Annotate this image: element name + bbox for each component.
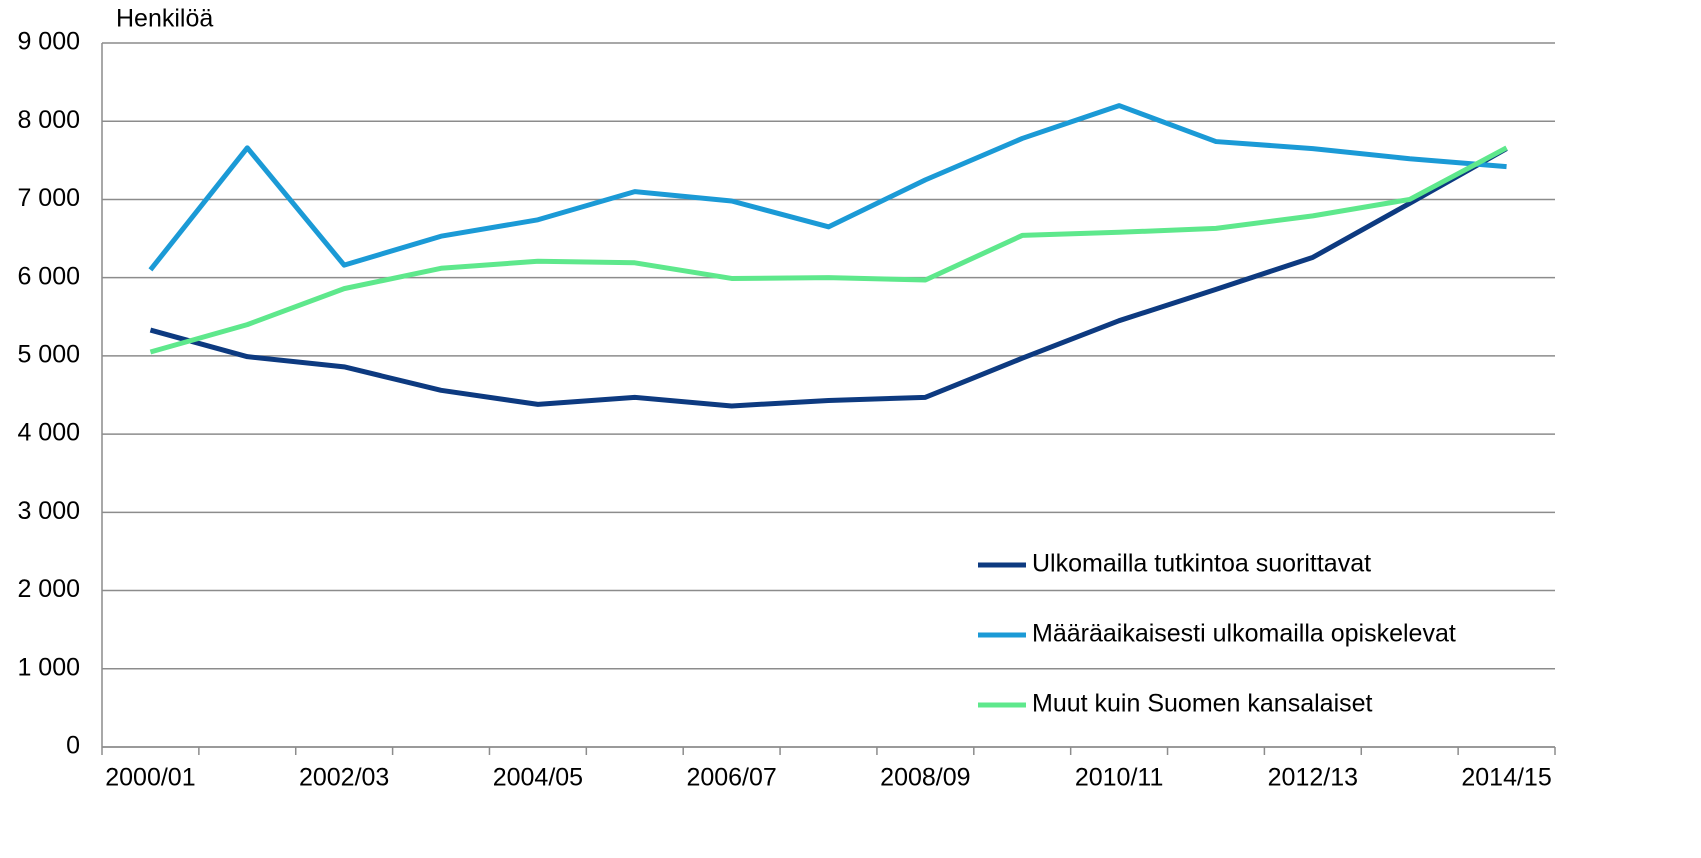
x-tick-label: 2000/01	[105, 764, 195, 792]
x-tick-label: 2014/15	[1461, 764, 1551, 792]
y-tick-label: 7 000	[17, 184, 80, 212]
x-tick-label: 2002/03	[299, 764, 389, 792]
y-axis-label: Henkilöä	[116, 5, 213, 33]
y-tick-label: 9 000	[17, 28, 80, 56]
y-tick-label: 5 000	[17, 340, 80, 368]
x-tick-label: 2008/09	[880, 764, 970, 792]
legend-label: Ulkomailla tutkintoa suorittavat	[1032, 550, 1371, 578]
legend-label: Määräaikaisesti ulkomailla opiskelevat	[1032, 620, 1456, 648]
y-tick-label: 1 000	[17, 653, 80, 681]
y-tick-label: 2 000	[17, 575, 80, 603]
x-tick-label: 2004/05	[493, 764, 583, 792]
y-tick-label: 4 000	[17, 419, 80, 447]
x-tick-label: 2012/13	[1268, 764, 1358, 792]
data-line	[148, 103, 1507, 272]
data-line	[149, 146, 1508, 409]
y-tick-label: 8 000	[17, 106, 80, 134]
legend-label: Muut kuin Suomen kansalaiset	[1032, 690, 1373, 718]
y-tick-label: 6 000	[17, 262, 80, 290]
x-tick-label: 2006/07	[686, 764, 776, 792]
data-line	[149, 145, 1508, 355]
y-tick-label: 3 000	[17, 497, 80, 525]
x-tick-label: 2010/11	[1075, 764, 1164, 792]
y-tick-label: 0	[66, 732, 80, 760]
